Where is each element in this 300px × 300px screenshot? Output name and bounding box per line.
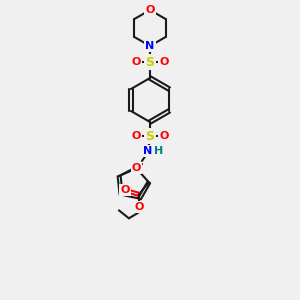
Text: O: O [134,202,144,212]
Text: H: H [154,146,164,156]
Text: O: O [159,57,169,67]
Text: O: O [131,131,141,141]
Text: N: N [146,41,154,51]
Text: O: O [145,5,155,15]
Text: O: O [131,57,141,67]
Text: N: N [143,146,153,156]
Text: S: S [146,130,154,142]
Text: O: O [120,185,130,195]
Text: O: O [132,163,141,173]
Text: O: O [159,131,169,141]
Text: S: S [146,56,154,68]
